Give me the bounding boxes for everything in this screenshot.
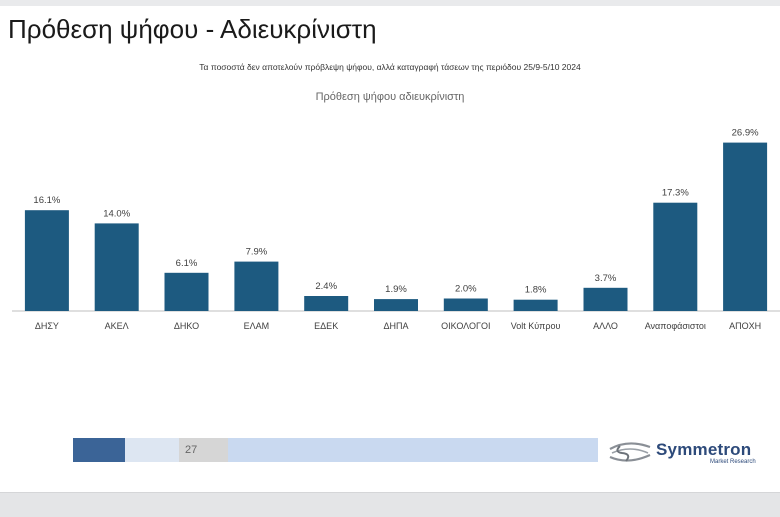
category-label-10: Αναποφάσιστοι xyxy=(645,321,706,331)
bar-5 xyxy=(304,296,349,311)
category-label-1: ΔΗΣΥ xyxy=(35,321,59,331)
footer-bar-segment-dark xyxy=(73,438,125,462)
data-label-3: 6.1% xyxy=(176,258,198,269)
bar-2 xyxy=(94,223,139,311)
logo-tagline: Market Research xyxy=(710,459,756,465)
bar-11 xyxy=(723,142,768,311)
bar-3 xyxy=(164,272,209,311)
page-title: Πρόθεση ψήφου - Αδιευκρίνιστη xyxy=(8,14,377,44)
category-label-7: ΟΙΚΟΛΟΓΟΙ xyxy=(441,321,490,331)
data-label-1: 16.1% xyxy=(33,195,60,206)
symmetron-logo-icon xyxy=(609,442,651,462)
data-label-11: 26.9% xyxy=(732,128,759,139)
data-label-4: 7.9% xyxy=(246,247,268,258)
bar-1 xyxy=(24,210,69,311)
category-label-5: ΕΔΕΚ xyxy=(314,321,338,331)
bar-6 xyxy=(374,299,418,311)
bar-8 xyxy=(513,299,558,311)
data-label-7: 2.0% xyxy=(455,284,477,295)
data-label-8: 1.8% xyxy=(525,285,547,296)
symmetron-logo: Symmetron Market Research xyxy=(606,437,776,467)
bar-7 xyxy=(443,298,488,311)
page-subtitle: Τα ποσοστά δεν αποτελούν πρόβλεψη ψήφου,… xyxy=(199,62,581,72)
category-label-9: ΑΛΛΟ xyxy=(593,321,618,331)
category-label-4: ΕΛΑΜ xyxy=(244,321,270,331)
page-number: 27 xyxy=(179,438,228,462)
data-label-6: 1.9% xyxy=(385,284,407,295)
footer-bar-segment-wide xyxy=(228,438,598,462)
data-label-10: 17.3% xyxy=(662,188,689,199)
category-label-6: ΔΗΠΑ xyxy=(383,321,408,331)
bar-10 xyxy=(653,202,698,311)
chart-title: Πρόθεση ψήφου αδιευκρίνιστη xyxy=(315,91,465,103)
bar-4 xyxy=(234,261,279,311)
category-label-3: ΔΗΚΟ xyxy=(174,321,199,331)
data-label-9: 3.7% xyxy=(595,273,617,284)
logo-name: Symmetron xyxy=(656,440,752,459)
category-label-2: ΑΚΕΛ xyxy=(105,321,129,331)
data-label-2: 14.0% xyxy=(103,208,130,219)
category-label-8: Volt Κύπρου xyxy=(511,321,561,331)
footer-bar-segment-light xyxy=(125,438,179,462)
data-label-5: 2.4% xyxy=(315,281,337,292)
bar-9 xyxy=(583,287,628,311)
category-label-11: ΑΠΟΧΗ xyxy=(729,321,761,331)
bottom-strip xyxy=(0,492,780,517)
